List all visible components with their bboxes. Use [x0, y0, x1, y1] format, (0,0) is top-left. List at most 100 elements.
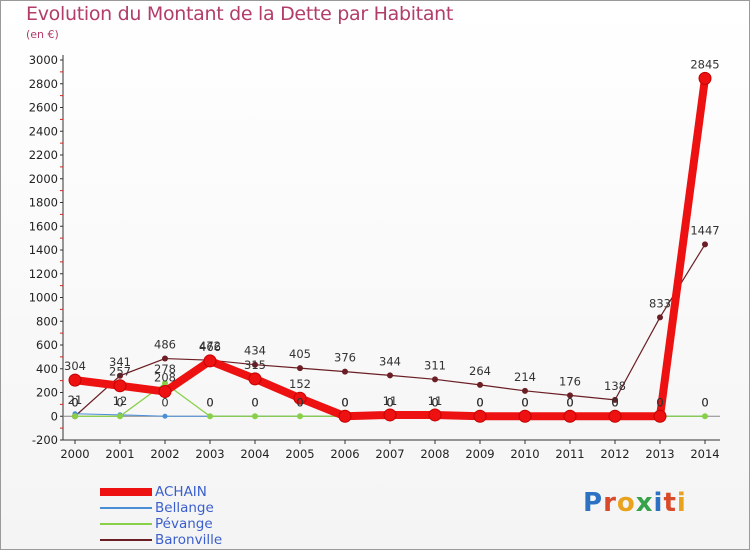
legend-item-bellange: Bellange	[100, 500, 214, 516]
legend-item-achain: ACHAIN	[100, 484, 207, 500]
x-tick-label: 2003	[195, 447, 224, 461]
data-point-achain	[338, 409, 352, 423]
data-label-bellange: 0	[521, 395, 528, 409]
data-label-pevange: 0	[656, 395, 663, 409]
data-point-achain	[473, 409, 487, 423]
data-label-bellange: 0	[161, 395, 168, 409]
data-point-achain	[698, 71, 712, 85]
data-point-pevange	[162, 380, 168, 387]
data-label-baronville: 138	[604, 379, 626, 393]
x-tick-label: 2005	[285, 447, 314, 461]
data-point-achain	[203, 354, 217, 368]
logo-letter: r	[603, 488, 617, 518]
data-label-bellange: 0	[611, 395, 618, 409]
data-label-achain: 315	[244, 358, 266, 372]
data-point-achain	[293, 391, 307, 405]
data-label-bellange: 0	[386, 395, 393, 409]
logo-letter: t	[663, 488, 677, 518]
data-point-achain	[518, 409, 532, 423]
data-label-achain: 0	[566, 395, 573, 409]
data-label-baronville: 264	[469, 364, 491, 378]
data-label-pevange: 0	[431, 395, 438, 409]
data-label-pevange: 0	[341, 395, 348, 409]
x-tick-label: 2000	[60, 447, 89, 461]
data-point-baronville	[567, 392, 573, 399]
x-tick-label: 2002	[150, 447, 179, 461]
y-tick-label: -200	[32, 433, 58, 447]
data-point-baronville	[342, 368, 348, 375]
x-tick-label: 2001	[105, 447, 134, 461]
data-point-achain	[383, 408, 397, 422]
data-point-baronville	[657, 314, 663, 321]
legend-item-pevange: Pévange	[100, 516, 213, 532]
data-label-baronville: 0	[71, 395, 78, 409]
data-label-baronville: 833	[649, 296, 671, 310]
data-label-achain: 257	[109, 365, 131, 379]
data-label-pevange: 0	[521, 395, 528, 409]
unit-label: (en €)	[26, 28, 59, 41]
x-tick-label: 2010	[510, 447, 539, 461]
data-label-pevange: 0	[251, 395, 258, 409]
y-tick-label: 2200	[29, 148, 58, 162]
data-point-achain	[563, 409, 577, 423]
chart-title: Evolution du Montant de la Dette par Hab…	[26, 3, 454, 25]
data-point-achain	[113, 379, 127, 393]
data-label-achain: 0	[656, 395, 663, 409]
data-point-pevange	[72, 413, 78, 420]
data-label-pevange: 0	[386, 395, 393, 409]
y-tick-label: 400	[36, 362, 58, 376]
y-tick-label: 200	[36, 386, 58, 400]
data-label-achain: 11	[428, 394, 443, 408]
data-label-baronville: 1447	[690, 223, 719, 237]
data-label-pevange: 0	[296, 395, 303, 409]
data-label-bellange: 0	[566, 395, 573, 409]
data-point-baronville	[612, 396, 618, 403]
legend-swatch-bellange	[100, 507, 152, 509]
data-label-bellange: 0	[656, 395, 663, 409]
y-tick-label: 2600	[29, 101, 58, 115]
data-label-achain: 0	[341, 395, 348, 409]
data-point-pevange	[207, 413, 213, 420]
data-label-bellange: 0	[431, 395, 438, 409]
legend-label-achain: ACHAIN	[155, 484, 207, 500]
y-tick-label: 600	[36, 338, 58, 352]
x-tick-label: 2013	[645, 447, 674, 461]
data-label-pevange: 0	[206, 395, 213, 409]
legend-label-bellange: Bellange	[155, 500, 214, 516]
data-label-bellange: 12	[113, 394, 128, 408]
y-tick-label: 1800	[29, 196, 58, 210]
data-label-baronville: 486	[154, 338, 176, 352]
x-tick-label: 2009	[465, 447, 494, 461]
data-label-bellange: 0	[251, 395, 258, 409]
legend-swatch-pevange	[100, 523, 152, 525]
data-point-achain	[653, 409, 667, 423]
data-label-baronville: 176	[559, 374, 581, 388]
data-label-pevange: 0	[701, 395, 708, 409]
data-label-achain: 11	[383, 394, 398, 408]
y-tick-label: 1200	[29, 267, 58, 281]
data-point-baronville	[477, 381, 483, 388]
data-point-pevange	[702, 413, 708, 420]
data-label-achain: 152	[289, 377, 311, 391]
data-point-baronville	[162, 355, 168, 362]
y-tick-label: 1000	[29, 291, 58, 305]
legend-label-pevange: Pévange	[155, 516, 213, 532]
data-point-baronville	[387, 372, 393, 379]
data-point-baronville	[297, 365, 303, 372]
y-tick-label: 1600	[29, 219, 58, 233]
data-label-achain: 0	[611, 395, 618, 409]
y-tick-label: 2800	[29, 77, 58, 91]
data-point-achain	[248, 372, 262, 386]
logo-letter: i	[676, 488, 687, 518]
data-point-pevange	[117, 413, 123, 420]
data-point-baronville	[252, 361, 258, 368]
y-tick-label: 3000	[29, 53, 58, 67]
x-tick-label: 2014	[690, 447, 719, 461]
data-label-achain: 304	[64, 359, 86, 373]
data-label-pevange: 0	[116, 395, 123, 409]
data-label-pevange: 0	[566, 395, 573, 409]
legend-item-baronville: Baronville	[100, 532, 222, 548]
data-point-baronville	[117, 372, 123, 379]
data-label-achain: 2845	[690, 57, 719, 71]
data-label-baronville: 434	[244, 344, 266, 358]
